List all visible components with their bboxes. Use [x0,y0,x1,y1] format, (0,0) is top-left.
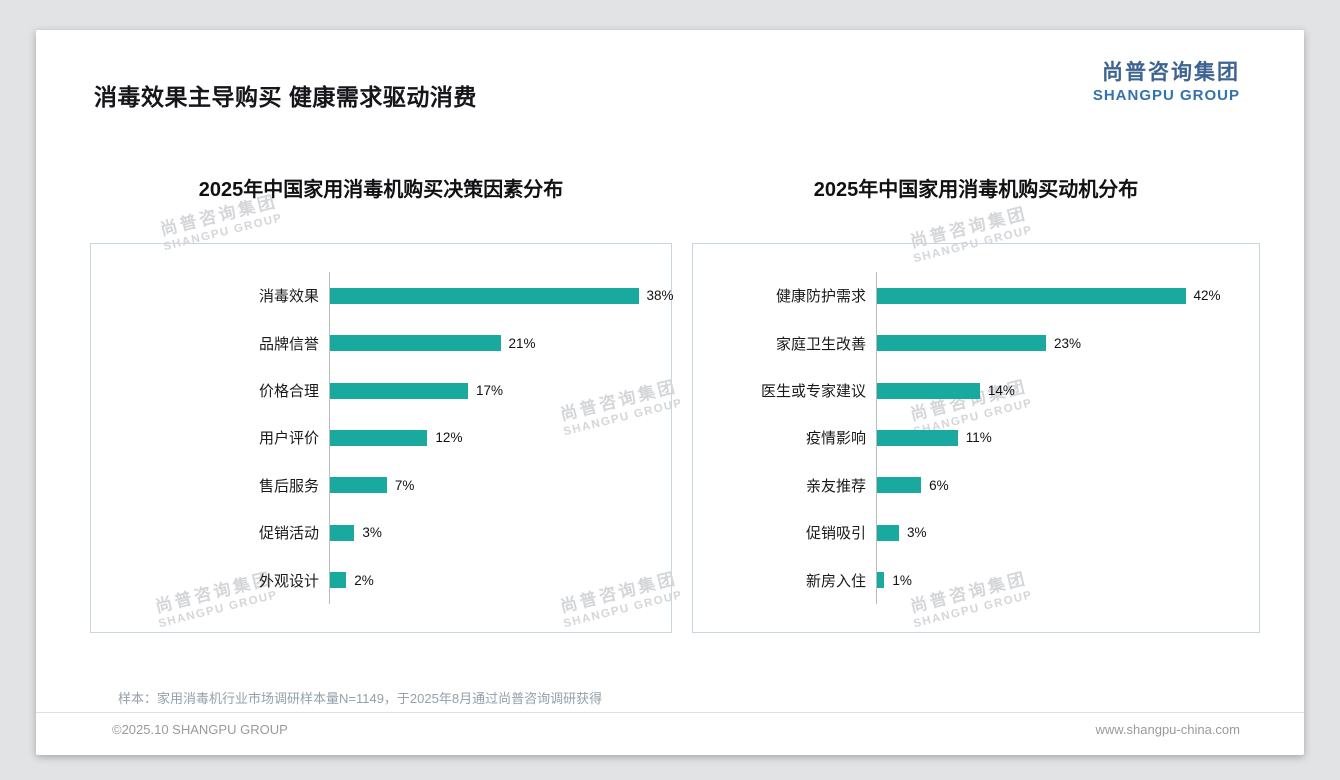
bar-value-label: 14% [987,383,1015,399]
company-logo-en: SHANGPU GROUP [1092,87,1240,104]
bar-track: 42% [876,272,1259,320]
company-logo-cn: 尚普咨询集团 [1102,61,1240,84]
bar [877,287,1186,304]
bar-row: 新房入住 1% [693,556,1259,604]
bar-track: 7% [329,461,671,510]
bar-category-label: 亲友推荐 [805,477,866,495]
bar-track: 38% [329,272,674,320]
bar [330,572,347,589]
bar-category-label: 消毒效果 [258,288,319,306]
slide-card: 消毒效果主导购买 健康需求驱动消费 尚普咨询集团 SHANGPU GROUP 2… [36,30,1304,755]
bar [330,477,387,494]
bar [330,287,639,304]
bar [330,335,501,352]
bar-row: 健康防护需求 42% [693,272,1259,320]
bar-category-label: 家庭卫生改善 [775,335,866,353]
bar-category-label: 价格合理 [258,383,319,401]
bar-value-label: 17% [476,383,504,399]
bar-track: 23% [876,319,1259,367]
bar [877,524,900,541]
bar-row: 促销活动 3% [91,509,671,557]
bar-category-label: 外观设计 [258,572,319,590]
right-chart-panel: 健康防护需求 42% 家庭卫生改善 23% 医生或专家建议 14% 疫情影响 11% 亲友推荐 6… [692,243,1260,633]
bar-category-label: 促销活动 [258,525,319,543]
right-chart-rows: 健康防护需求 42% 家庭卫生改善 23% 医生或专家建议 14% 疫情影响 11% 亲友推荐 6… [693,272,1259,604]
bar-row: 促销吸引 3% [693,509,1259,557]
bar-value-label: 1% [892,572,912,588]
bar-track: 14% [876,366,1259,415]
bar-track: 3% [876,509,1259,557]
left-chart-panel: 消毒效果 38% 品牌信誉 21% 价格合理 17% 用户评价 12% 售后服务 7% 促销活动 3%… [90,243,674,633]
footer-divider [36,712,1304,713]
bar-track: 1% [876,556,1259,604]
bar-value-label: 23% [1053,335,1081,351]
bar [877,382,980,399]
bar-value-label: 7% [394,477,415,493]
footer-website: www.shangpu-china.com [1095,722,1240,737]
bar-value-label: 42% [1193,288,1221,304]
bar-track: 2% [329,556,671,604]
bar-value-label: 21% [508,335,536,351]
company-logo: 尚普咨询集团 SHANGPU GROUP [1093,56,1240,104]
bar-category-label: 品牌信誉 [258,335,319,353]
bar-category-label: 新房入住 [805,572,866,590]
bar-row: 品牌信誉 21% [91,319,671,367]
bar-category-label: 售后服务 [258,477,319,495]
bar-value-label: 12% [435,430,463,446]
left-chart-rows: 消毒效果 38% 品牌信誉 21% 价格合理 17% 用户评价 12% 售后服务 7% 促销活动 3%… [91,272,674,604]
bar-category-label: 用户评价 [258,430,319,448]
bar [877,429,958,446]
bar-row: 价格合理 17% [91,366,671,415]
bar [330,382,469,399]
bar [877,335,1046,352]
page-title: 消毒效果主导购买 健康需求驱动消费 [94,84,477,110]
sample-note: 样本：家用消毒机行业市场调研样本量N=1149，于2025年8月通过尚普咨询调研… [118,691,603,706]
bar-value-label: 3% [907,525,927,541]
bar-category-label: 疫情影响 [805,430,866,448]
bar-value-label: 11% [965,430,992,446]
bar-value-label: 6% [929,477,949,493]
bar-value-label: 2% [354,572,374,588]
bar [330,429,428,446]
bar [877,477,922,494]
bar-row: 用户评价 12% [91,414,671,462]
bar-track: 11% [876,414,1259,462]
footer-copyright: ©2025.10 SHANGPU GROUP [112,722,288,737]
bar-row: 家庭卫生改善 23% [693,319,1259,367]
bar-category-label: 促销吸引 [805,525,866,543]
bar [877,572,885,589]
bar-track: 6% [876,461,1259,510]
bar-row: 售后服务 7% [91,461,671,510]
bar-track: 12% [329,414,671,462]
bar-row: 医生或专家建议 14% [693,366,1259,415]
bar-track: 21% [329,319,671,367]
bar-track: 17% [329,366,671,415]
bar-category-label: 健康防护需求 [775,288,866,306]
bar-value-label: 38% [646,288,674,304]
bar-row: 亲友推荐 6% [693,461,1259,510]
bar-row: 外观设计 2% [91,556,671,604]
bar-category-label: 医生或专家建议 [760,383,866,401]
left-chart-title: 2025年中国家用消毒机购买决策因素分布 [198,179,564,201]
bar [330,524,355,541]
bar-track: 3% [329,509,671,557]
bar-row: 消毒效果 38% [91,272,674,320]
bar-value-label: 3% [362,525,382,541]
bar-row: 疫情影响 11% [693,414,1259,462]
right-chart-title: 2025年中国家用消毒机购买动机分布 [813,179,1139,201]
